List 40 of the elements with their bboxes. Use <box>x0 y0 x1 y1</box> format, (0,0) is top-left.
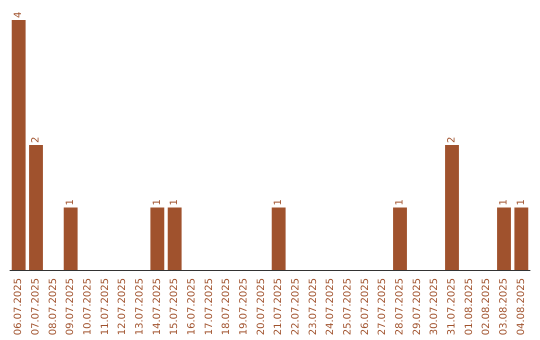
x-tick-label: 01.08.2025 <box>464 278 475 336</box>
x-tick-label: 31.07.2025 <box>446 278 458 336</box>
x-tick-label: 23.07.2025 <box>308 278 319 336</box>
data-label: 1 <box>152 199 163 206</box>
data-label: 1 <box>65 199 76 206</box>
x-tick-label: 16.07.2025 <box>186 278 198 336</box>
x-tick-label: 09.07.2025 <box>65 278 76 336</box>
x-tick-label: 11.07.2025 <box>100 278 111 336</box>
x-tick-label: 26.07.2025 <box>360 278 371 336</box>
x-tick-label: 24.07.2025 <box>325 278 336 336</box>
x-tick-label: 18.07.2025 <box>221 278 232 336</box>
x-tick-label: 17.07.2025 <box>204 278 215 336</box>
x-tick-label: 02.08.2025 <box>481 278 492 336</box>
data-label: 1 <box>516 199 527 206</box>
x-tick-label: 19.07.2025 <box>238 278 250 336</box>
x-tick-label: 15.07.2025 <box>169 278 180 336</box>
x-tick-label: 06.07.2025 <box>13 278 24 336</box>
x-tick-label: 07.07.2025 <box>30 278 42 336</box>
data-label: 1 <box>394 199 406 206</box>
data-label: 4 <box>13 12 24 18</box>
x-tick-label: 30.07.2025 <box>429 278 440 336</box>
x-tick-label: 04.08.2025 <box>516 278 527 336</box>
x-tick-label: 27.07.2025 <box>377 278 388 336</box>
x-tick-label: 08.07.2025 <box>48 278 59 336</box>
x-tick-label: 21.07.2025 <box>273 278 284 336</box>
data-label: 1 <box>273 199 284 206</box>
x-tick-label: 14.07.2025 <box>152 278 163 336</box>
x-tick-label: 12.07.2025 <box>117 278 128 336</box>
x-tick-label: 03.08.2025 <box>498 278 510 336</box>
x-tick-label: 28.07.2025 <box>394 278 406 336</box>
x-tick-label: 13.07.2025 <box>134 278 146 336</box>
data-label: 1 <box>498 199 510 206</box>
data-label: 2 <box>446 136 458 143</box>
x-tick-label: 29.07.2025 <box>412 278 423 336</box>
x-tick-label: 20.07.2025 <box>256 278 267 336</box>
x-tick-label: 10.07.2025 <box>82 278 94 336</box>
x-tick-label: 22.07.2025 <box>290 278 302 336</box>
data-label: 1 <box>169 199 180 206</box>
x-tick-label: 25.07.2025 <box>342 278 354 336</box>
data-label: 2 <box>30 136 42 143</box>
